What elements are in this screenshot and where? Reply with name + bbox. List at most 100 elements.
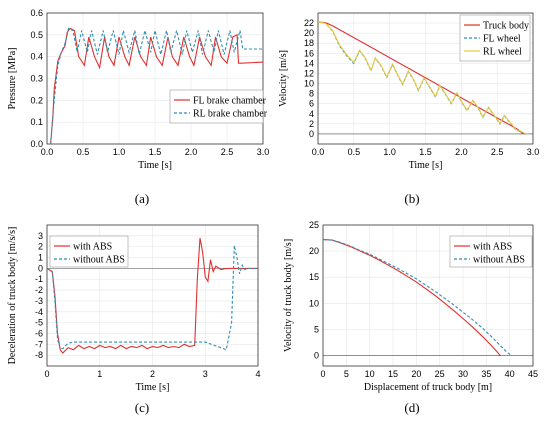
x-tick-label: 25	[435, 369, 445, 379]
x-tick-label: 0	[320, 369, 325, 379]
panel-label: (c)	[135, 400, 149, 415]
x-tick-label: 2.0	[455, 147, 468, 157]
x-axis-label: Time [s]	[409, 160, 443, 171]
x-tick-label: 2	[150, 369, 155, 379]
y-tick-label: 20	[309, 246, 319, 256]
legend-label: without ABS	[473, 255, 525, 266]
y-tick-label: 15	[309, 272, 319, 282]
x-tick-label: 30	[458, 369, 468, 379]
chart-d: 0 5 10 15 20 25 30 35 40 45 0 5 10 15 20 25 Displacement…	[283, 220, 538, 415]
series-line-without-abs	[46, 245, 258, 351]
y-tick-label: 12	[304, 68, 314, 78]
x-tick-label: 0.5	[348, 147, 361, 157]
x-tick-label: 40	[505, 369, 515, 379]
legend-label: with ABS	[73, 242, 112, 253]
y-tick-label: 0.4	[30, 52, 43, 62]
plot-frame	[317, 12, 534, 145]
y-tick-label: 6	[309, 99, 314, 109]
y-tick-label: 0.6	[30, 8, 43, 18]
y-tick-label: 0	[309, 129, 314, 139]
y-tick-label: -7	[35, 339, 43, 349]
y-tick-label: 25	[309, 220, 319, 230]
y-tick-label: 0.2	[30, 95, 43, 105]
y-tick-label: -5	[35, 318, 43, 328]
y-tick-label: 4	[309, 109, 314, 119]
y-tick-label: -2	[35, 285, 43, 295]
x-axis-label: Time [s]	[136, 382, 170, 393]
plot-frame	[46, 224, 259, 367]
x-tick-label: 3.0	[527, 147, 540, 157]
legend: Truck body FL wheel RL wheel	[459, 14, 531, 62]
y-tick-label: -6	[35, 328, 43, 338]
legend: with ABS without ABS	[449, 235, 533, 268]
x-tick-label: 2.5	[491, 147, 504, 157]
legend-box	[49, 235, 129, 268]
series-line-with-abs	[46, 237, 258, 354]
x-tick-label: 45	[528, 369, 538, 379]
panel-label: (a)	[135, 191, 149, 206]
x-axis-label: Time [s]	[138, 160, 172, 171]
x-tick-label: 0.0	[312, 147, 325, 157]
y-tick-label: -3	[35, 296, 43, 306]
legend: with ABS without ABS	[49, 235, 129, 268]
y-tick-label: 18	[304, 38, 314, 48]
y-tick-label: 5	[314, 324, 319, 334]
x-tick-label: 0	[44, 369, 49, 379]
x-tick-label: 1.5	[419, 147, 432, 157]
y-tick-label: 2	[38, 242, 43, 252]
y-tick-label: -1	[35, 274, 43, 284]
y-tick-label: 8	[309, 89, 314, 99]
x-tick-label: 4	[255, 369, 260, 379]
y-tick-label: 22	[304, 18, 314, 28]
series-line-fl-brake-chamber	[50, 27, 264, 145]
x-tick-label: 5	[344, 369, 349, 379]
y-tick-label: 14	[304, 58, 314, 68]
chart-b: 0.0 0.5 1.0 1.5 2.0 2.5 3.0 0246810121416182022…	[278, 12, 540, 206]
x-tick-label: 35	[481, 369, 491, 379]
x-tick-label: 3	[203, 369, 208, 379]
y-tick-label: 0	[314, 351, 319, 361]
legend-label: FL wheel	[483, 34, 521, 45]
y-tick-label: 0.0	[30, 139, 43, 149]
y-tick-label: 2	[309, 119, 314, 129]
x-tick-label: 1.5	[149, 147, 162, 157]
legend-box	[449, 235, 533, 268]
y-tick-label: 10	[309, 298, 319, 308]
chart-a: 0.0 0.5 1.0 1.5 2.0 2.5 3.0 0.0 0.1 0.2 0.3 0.4 0.5 0…	[7, 8, 269, 206]
y-tick-label: 0.1	[30, 117, 43, 127]
x-tick-label: 2.5	[221, 147, 234, 157]
legend-label: without ABS	[73, 255, 125, 266]
x-tick-label: 1	[97, 369, 102, 379]
series-line-rl-wheel	[317, 21, 527, 135]
legend-label: with ABS	[473, 242, 512, 253]
y-axis-label: Deceleration of truck body [m/s/s]	[7, 227, 18, 365]
y-tick-label: -4	[35, 307, 43, 317]
panel-label: (b)	[404, 191, 419, 206]
y-tick-label: 0	[38, 263, 43, 273]
x-tick-label: 1.0	[383, 147, 396, 157]
y-tick-label: 1	[38, 253, 43, 263]
plot-frame	[322, 224, 534, 367]
legend: FL brake chamber RL brake chamber	[169, 89, 268, 124]
x-tick-label: 3.0	[257, 147, 270, 157]
x-tick-label: 10	[365, 369, 375, 379]
panel-label: (d)	[404, 400, 419, 415]
y-axis-label: Velocity [m/s]	[278, 50, 289, 107]
x-axis-label: Displacement of truck body [m]	[364, 382, 492, 393]
y-axis-label: Pressure [MPa]	[7, 48, 18, 110]
y-tick-label: -8	[35, 350, 43, 360]
legend-label: FL brake chamber	[193, 96, 267, 107]
x-tick-label: 2.0	[185, 147, 198, 157]
x-tick-label: 1.0	[113, 147, 126, 157]
y-tick-label: 3	[38, 231, 43, 241]
plot-frame	[46, 12, 264, 145]
legend-box	[169, 89, 264, 124]
x-tick-label: 20	[411, 369, 421, 379]
y-axis-label: Velocity of truck body [m/s]	[283, 239, 294, 352]
legend-label: Truck body	[483, 21, 529, 32]
y-tick-label: 0.5	[30, 30, 43, 40]
y-tick-label: 20	[304, 28, 314, 38]
x-tick-label: 0.5	[77, 147, 90, 157]
